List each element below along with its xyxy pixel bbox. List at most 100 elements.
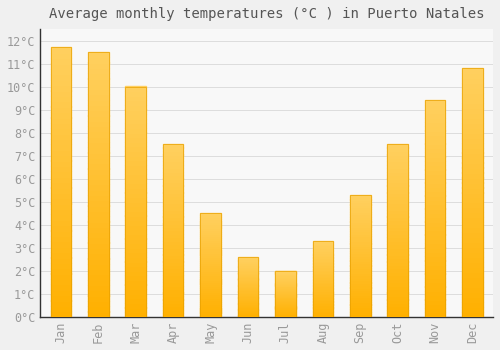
Bar bbox=[275, 306, 295, 307]
Bar bbox=[462, 247, 483, 252]
Bar bbox=[88, 221, 108, 227]
Bar bbox=[126, 128, 146, 133]
Bar bbox=[462, 147, 483, 153]
Bar bbox=[275, 301, 295, 302]
Bar bbox=[238, 259, 258, 260]
Bar bbox=[275, 273, 295, 274]
Bar bbox=[350, 302, 370, 304]
Bar bbox=[462, 88, 483, 93]
Bar bbox=[50, 106, 71, 112]
Bar bbox=[462, 287, 483, 292]
Bar bbox=[388, 313, 408, 317]
Bar bbox=[312, 310, 333, 312]
Bar bbox=[238, 280, 258, 281]
Bar bbox=[350, 275, 370, 278]
Bar bbox=[200, 252, 221, 255]
Bar bbox=[50, 96, 71, 102]
Bar bbox=[126, 146, 146, 151]
Bar bbox=[163, 178, 184, 182]
Bar bbox=[88, 89, 108, 95]
Bar bbox=[163, 172, 184, 175]
Bar bbox=[388, 203, 408, 206]
Bar bbox=[275, 282, 295, 283]
Bar bbox=[350, 236, 370, 239]
Bar bbox=[388, 199, 408, 203]
Bar bbox=[388, 306, 408, 310]
Bar bbox=[88, 311, 108, 317]
Bar bbox=[126, 132, 146, 137]
Bar bbox=[50, 58, 71, 64]
Bar bbox=[163, 199, 184, 203]
Bar bbox=[126, 275, 146, 280]
Bar bbox=[350, 280, 370, 283]
Bar bbox=[200, 225, 221, 228]
Bar bbox=[200, 234, 221, 236]
Bar bbox=[50, 117, 71, 123]
Bar bbox=[88, 253, 108, 259]
Bar bbox=[388, 161, 408, 165]
Bar bbox=[238, 307, 258, 308]
Bar bbox=[350, 253, 370, 256]
Bar bbox=[350, 312, 370, 314]
Bar bbox=[312, 309, 333, 311]
Bar bbox=[425, 299, 446, 304]
Bar bbox=[88, 174, 108, 179]
Bar bbox=[126, 96, 146, 100]
Bar bbox=[238, 275, 258, 276]
Bar bbox=[200, 219, 221, 222]
Bar bbox=[88, 131, 108, 137]
Bar bbox=[425, 126, 446, 131]
Bar bbox=[425, 100, 446, 317]
Bar bbox=[50, 133, 71, 139]
Bar bbox=[312, 275, 333, 277]
Bar bbox=[238, 292, 258, 293]
Bar bbox=[50, 101, 71, 107]
Bar bbox=[425, 122, 446, 126]
Bar bbox=[425, 135, 446, 139]
Bar bbox=[88, 269, 108, 274]
Bar bbox=[388, 254, 408, 258]
Bar bbox=[312, 262, 333, 264]
Bar bbox=[462, 197, 483, 202]
Bar bbox=[126, 91, 146, 96]
Bar bbox=[462, 202, 483, 208]
Bar bbox=[88, 226, 108, 232]
Bar bbox=[312, 312, 333, 314]
Bar bbox=[388, 147, 408, 151]
Bar bbox=[275, 280, 295, 281]
Bar bbox=[425, 303, 446, 308]
Bar bbox=[238, 294, 258, 295]
Bar bbox=[238, 277, 258, 279]
Bar bbox=[388, 213, 408, 217]
Bar bbox=[275, 272, 295, 273]
Bar bbox=[238, 278, 258, 280]
Bar bbox=[350, 297, 370, 300]
Bar bbox=[388, 261, 408, 265]
Bar bbox=[200, 286, 221, 288]
Bar bbox=[350, 260, 370, 263]
Bar bbox=[275, 284, 295, 286]
Bar bbox=[126, 243, 146, 248]
Bar bbox=[275, 276, 295, 277]
Bar bbox=[163, 275, 184, 279]
Bar bbox=[163, 203, 184, 206]
Bar bbox=[312, 244, 333, 245]
Bar bbox=[275, 271, 295, 272]
Bar bbox=[163, 192, 184, 196]
Bar bbox=[88, 216, 108, 222]
Bar bbox=[425, 252, 446, 256]
Bar bbox=[425, 290, 446, 295]
Bar bbox=[275, 294, 295, 295]
Bar bbox=[163, 168, 184, 172]
Bar bbox=[425, 278, 446, 282]
Bar bbox=[312, 273, 333, 274]
Bar bbox=[163, 223, 184, 227]
Bar bbox=[88, 232, 108, 237]
Bar bbox=[350, 309, 370, 312]
Bar bbox=[50, 193, 71, 198]
Bar bbox=[50, 241, 71, 247]
Bar bbox=[238, 258, 258, 259]
Bar bbox=[126, 247, 146, 252]
Bar bbox=[88, 158, 108, 163]
Bar bbox=[200, 313, 221, 315]
